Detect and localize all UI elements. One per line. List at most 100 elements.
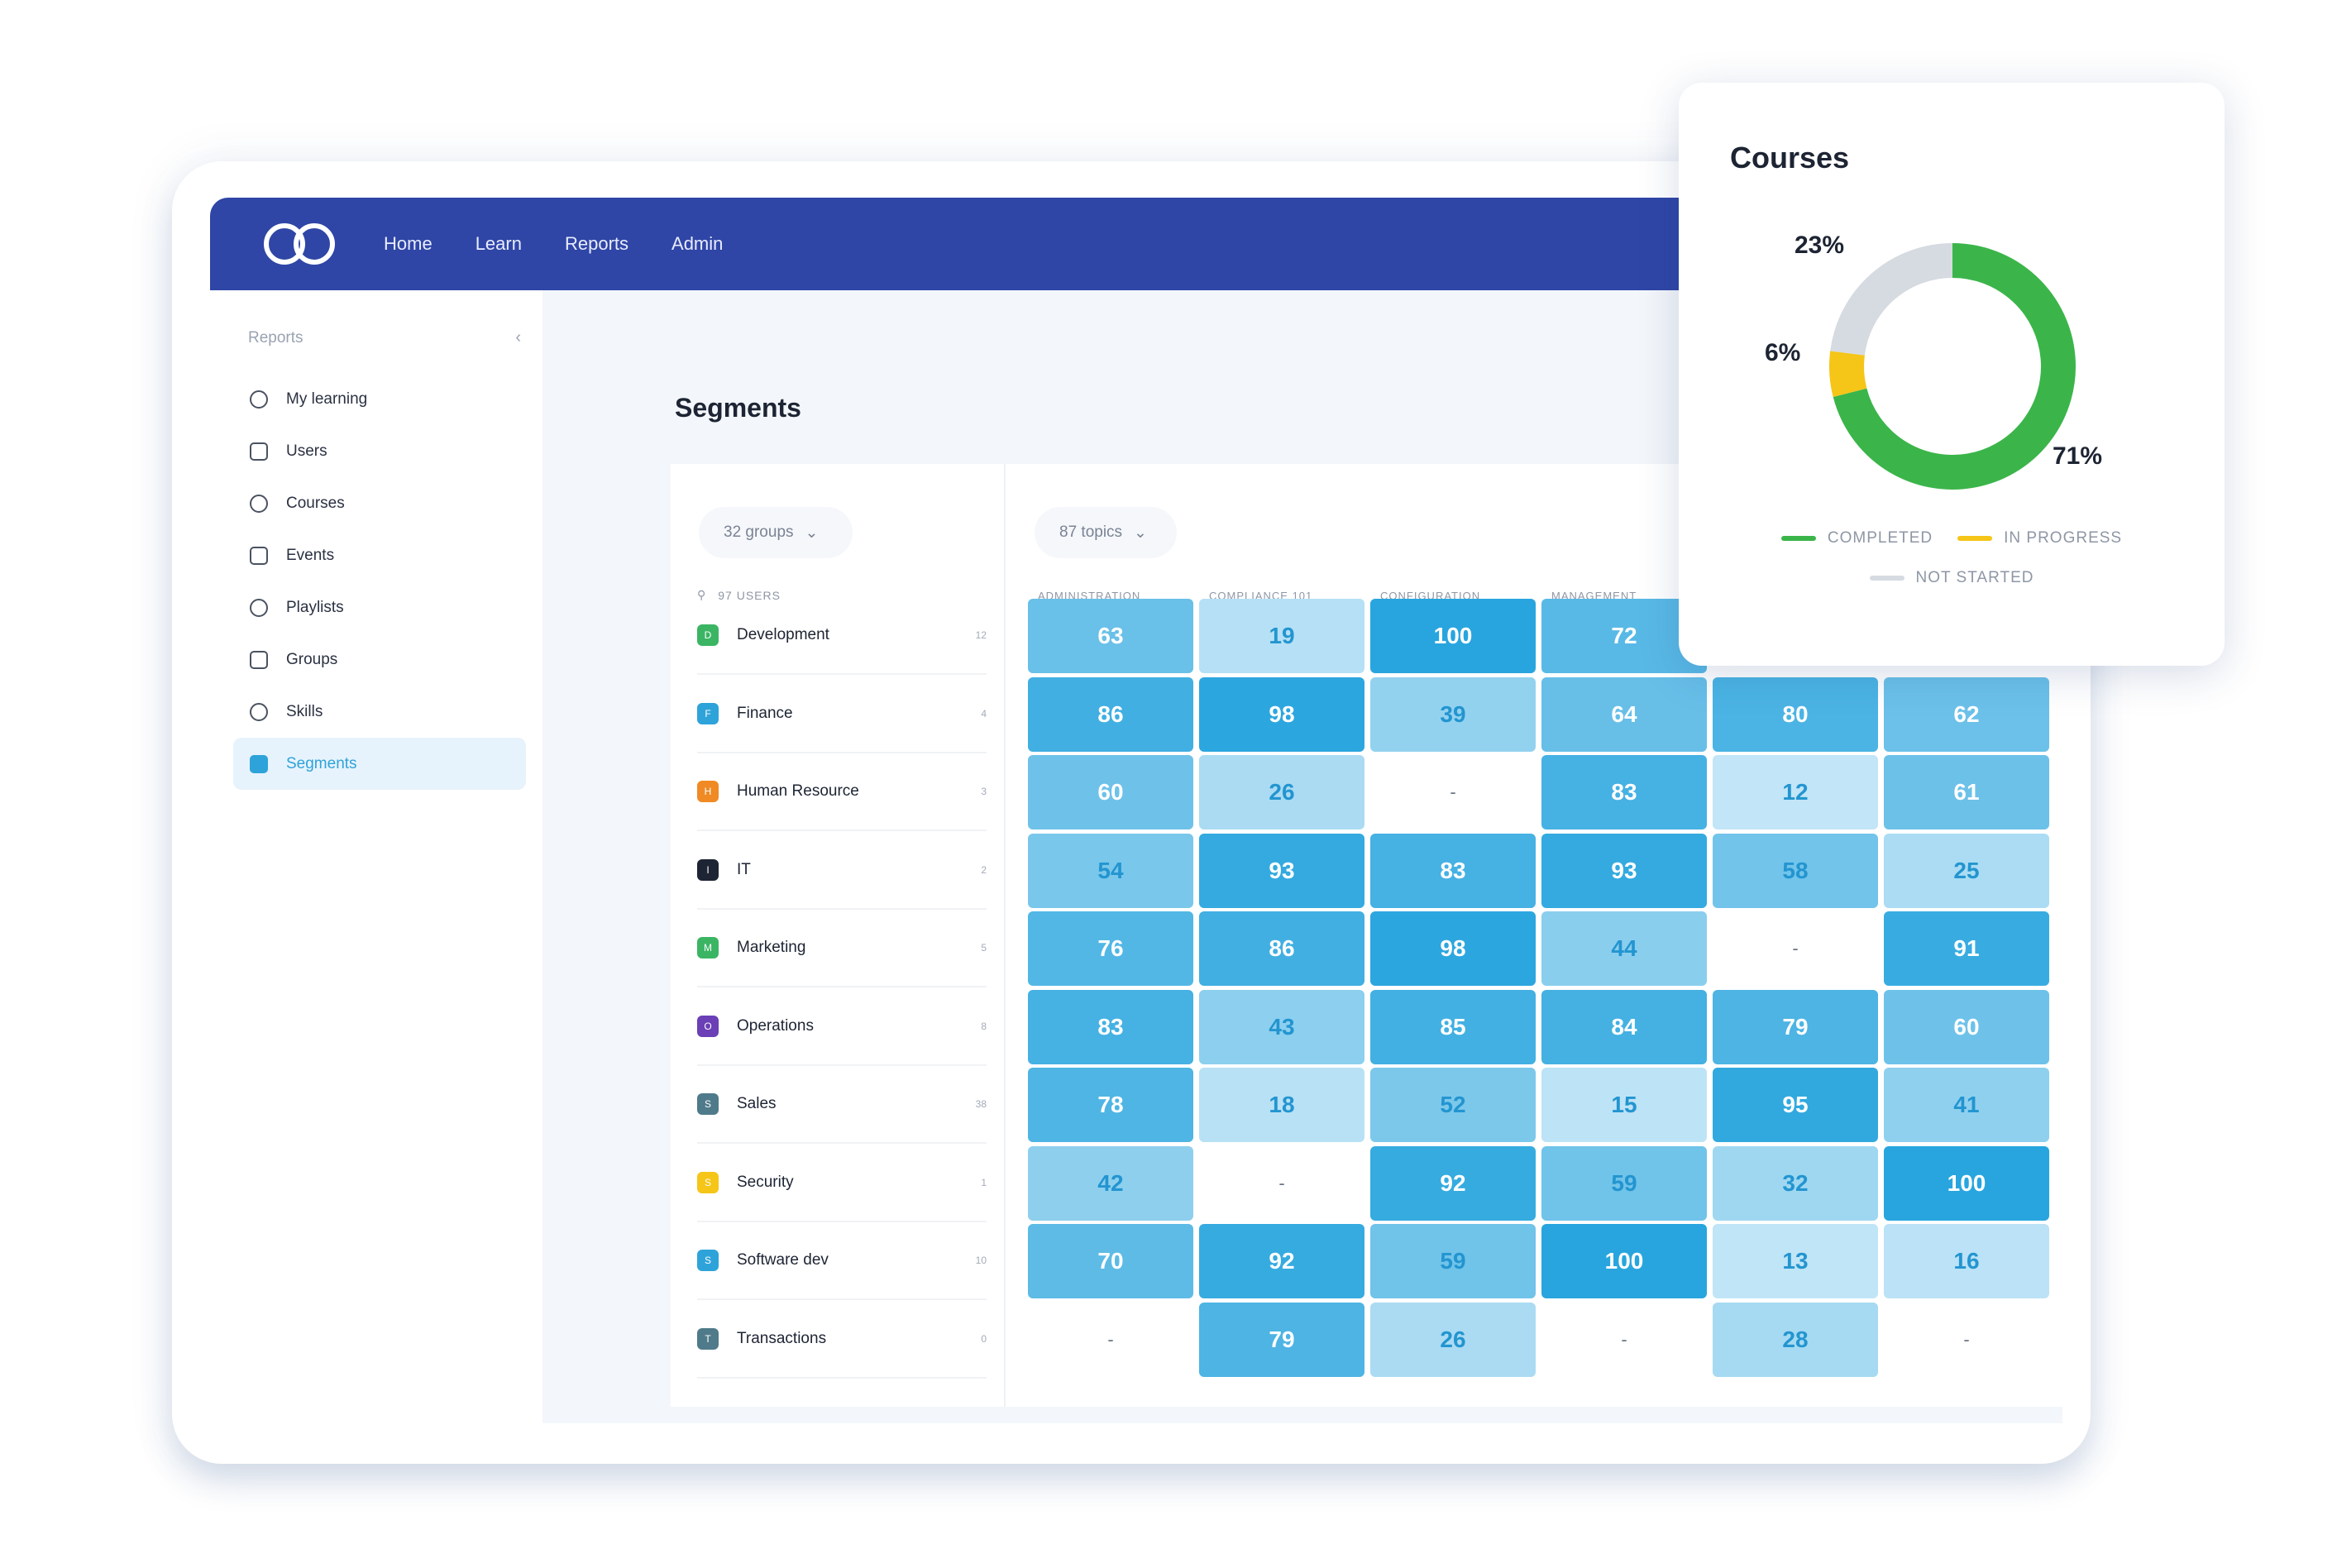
heatmap-cell[interactable]: 64 <box>1541 676 1707 752</box>
heatmap-cell[interactable]: 52 <box>1370 1068 1536 1142</box>
group-row[interactable]: T Transactions 0 <box>697 1301 987 1379</box>
sidebar-item-segments[interactable]: Segments <box>233 738 526 790</box>
heatmap-cell[interactable]: 28 <box>1713 1302 1878 1377</box>
sidebar-item-groups[interactable]: Groups <box>233 633 526 686</box>
heatmap-cell[interactable]: 25 <box>1884 833 2049 908</box>
group-row[interactable]: M Marketing 5 <box>697 910 987 987</box>
heatmap-cell[interactable]: 18 <box>1199 1068 1364 1142</box>
chart-legend-row-2: NOT STARTED <box>1679 569 2225 587</box>
heatmap-cell[interactable]: 42 <box>1028 1145 1193 1221</box>
heatmap-cell[interactable]: 100 <box>1541 1224 1707 1298</box>
group-row[interactable]: S Security 1 <box>697 1145 987 1222</box>
group-count: 0 <box>981 1332 987 1345</box>
topics-dropdown[interactable]: 87 topics ⌄ <box>1035 507 1177 558</box>
playlist-icon <box>250 598 268 617</box>
heatmap-cell[interactable]: 62 <box>1884 676 2049 752</box>
nav-home[interactable]: Home <box>384 233 433 254</box>
heatmap-cell[interactable]: 60 <box>1884 989 2049 1064</box>
nav-admin[interactable]: Admin <box>671 233 724 254</box>
heatmap-cell[interactable]: - <box>1792 938 1799 958</box>
chevron-left-icon[interactable]: ‹ <box>515 328 521 347</box>
heatmap-cell[interactable]: 85 <box>1370 989 1536 1064</box>
heatmap-cell[interactable]: 100 <box>1884 1145 2049 1221</box>
group-count: 5 <box>981 942 987 954</box>
group-name: IT <box>737 860 751 878</box>
heatmap-cell[interactable]: 58 <box>1713 833 1878 908</box>
heatmap-cell[interactable]: 41 <box>1884 1068 2049 1142</box>
heatmap-cell[interactable]: 79 <box>1199 1302 1364 1377</box>
heatmap-cell[interactable]: 63 <box>1028 599 1193 673</box>
heatmap-cell[interactable]: 86 <box>1028 676 1193 752</box>
heatmap-cell[interactable]: 91 <box>1884 911 2049 986</box>
heatmap-cell[interactable]: - <box>1450 782 1456 802</box>
heatmap-cell[interactable]: 98 <box>1370 911 1536 986</box>
group-name: Transactions <box>737 1329 827 1347</box>
heatmap-cell[interactable]: 26 <box>1199 755 1364 829</box>
heatmap-cell[interactable]: 60 <box>1028 755 1193 829</box>
heatmap-cell[interactable]: 92 <box>1199 1224 1364 1298</box>
heatmap-cell[interactable]: 26 <box>1370 1302 1536 1377</box>
heatmap-cell[interactable]: 83 <box>1370 833 1536 908</box>
heatmap-cell[interactable]: - <box>1278 1172 1285 1193</box>
sidebar-item-playlists[interactable]: Playlists <box>233 581 526 633</box>
heatmap-cell[interactable]: 59 <box>1370 1224 1536 1298</box>
heatmap-cell[interactable]: 54 <box>1028 833 1193 908</box>
heatmap-cell[interactable]: 100 <box>1370 599 1536 673</box>
in-progress-slice[interactable] <box>1829 351 1867 398</box>
nav-learn[interactable]: Learn <box>475 233 522 254</box>
sidebar-title: Reports <box>248 328 303 347</box>
sidebar-item-skills[interactable]: Skills <box>233 686 526 738</box>
heatmap-cell[interactable]: 78 <box>1028 1068 1193 1142</box>
heatmap-cell[interactable]: 39 <box>1370 676 1536 752</box>
group-row[interactable]: H Human Resource 3 <box>697 753 987 831</box>
groups-dropdown[interactable]: 32 groups ⌄ <box>699 507 853 558</box>
group-row[interactable]: I IT 2 <box>697 832 987 910</box>
group-row[interactable]: D Development 12 <box>697 597 987 675</box>
group-row[interactable]: S Software dev 10 <box>697 1222 987 1300</box>
heatmap-cell[interactable]: 93 <box>1199 833 1364 908</box>
heatmap-cell[interactable]: 95 <box>1713 1068 1878 1142</box>
group-row[interactable]: S Sales 38 <box>697 1066 987 1144</box>
heatmap-cell[interactable]: - <box>1963 1328 1970 1350</box>
not-started-slice[interactable] <box>1830 243 1953 356</box>
heatmap-cell[interactable]: 32 <box>1713 1145 1878 1221</box>
heatmap-cell[interactable]: 12 <box>1713 755 1878 829</box>
heatmap-cell[interactable]: 93 <box>1541 833 1707 908</box>
sidebar-item-events[interactable]: Events <box>233 529 526 581</box>
heatmap-cell[interactable]: 43 <box>1199 989 1364 1064</box>
heatmap-cell[interactable]: 98 <box>1199 676 1364 752</box>
main-content: Segments 32 groups ⌄ 87 topics ⌄ ⚲ 97 US… <box>542 290 2062 1423</box>
nav-reports[interactable]: Reports <box>564 233 629 254</box>
heatmap-cell[interactable]: 76 <box>1028 911 1193 986</box>
heatmap-cell[interactable]: 15 <box>1541 1068 1707 1142</box>
group-count: 38 <box>975 1098 987 1110</box>
heatmap-cell[interactable]: 86 <box>1199 911 1364 986</box>
completed-slice[interactable] <box>1833 243 2076 490</box>
book-icon <box>250 494 268 513</box>
group-badge: T <box>697 1327 719 1350</box>
sidebar-item-users[interactable]: Users <box>233 425 526 477</box>
groups-dropdown-label: 32 groups <box>724 523 794 541</box>
logo-icon[interactable] <box>260 218 339 270</box>
heatmap-cell[interactable]: 70 <box>1028 1224 1193 1298</box>
sidebar-item-courses[interactable]: Courses <box>233 477 526 529</box>
heatmap-cell[interactable]: - <box>1621 1328 1627 1350</box>
heatmap-cell[interactable]: 59 <box>1541 1145 1707 1221</box>
heatmap-cell[interactable]: 13 <box>1713 1224 1878 1298</box>
heatmap-cell[interactable]: 83 <box>1028 989 1193 1064</box>
heatmap-cell[interactable]: 83 <box>1541 755 1707 829</box>
heatmap-cell[interactable]: 19 <box>1199 599 1364 673</box>
group-row[interactable]: O Operations 8 <box>697 988 987 1066</box>
sidebar-item-my-learning[interactable]: My learning <box>233 373 526 425</box>
heatmap-cell[interactable]: 79 <box>1713 989 1878 1064</box>
heatmap-cell[interactable]: - <box>1107 1328 1114 1350</box>
heatmap-cell[interactable]: 84 <box>1541 989 1707 1064</box>
heatmap-cell[interactable]: 61 <box>1884 755 2049 829</box>
segments-icon <box>250 754 268 773</box>
legend-label: COMPLETED <box>1827 529 1933 547</box>
heatmap-cell[interactable]: 44 <box>1541 911 1707 986</box>
heatmap-cell[interactable]: 80 <box>1713 676 1878 752</box>
heatmap-cell[interactable]: 16 <box>1884 1224 2049 1298</box>
heatmap-cell[interactable]: 92 <box>1370 1145 1536 1221</box>
group-row[interactable]: F Finance 4 <box>697 676 987 753</box>
